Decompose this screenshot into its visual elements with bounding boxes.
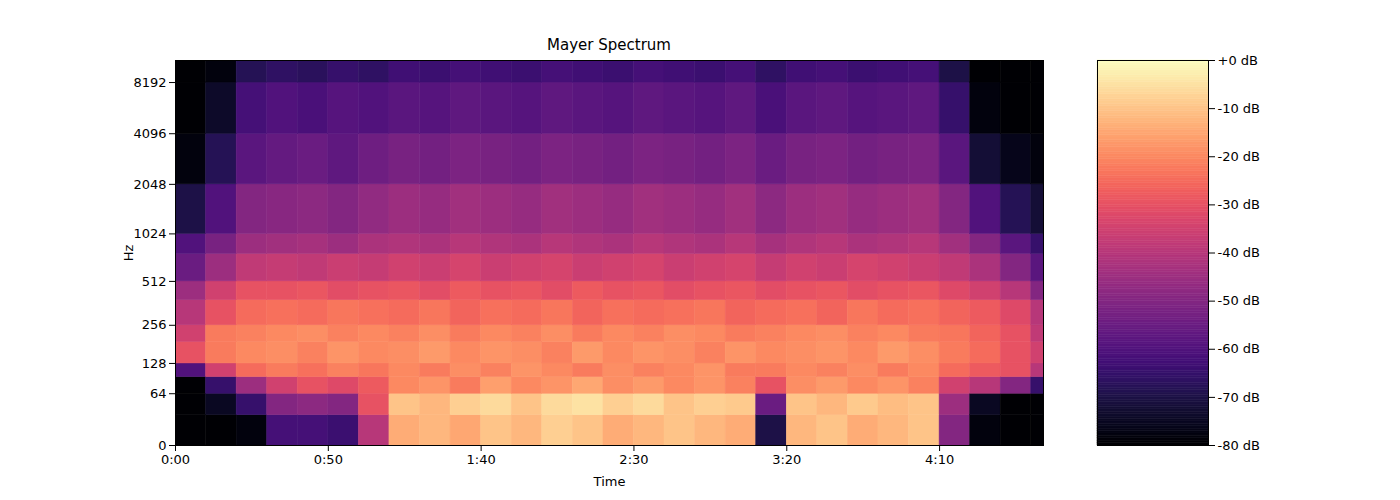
svg-text:0: 0 — [158, 438, 166, 453]
svg-text:0:50: 0:50 — [314, 452, 343, 467]
svg-text:128: 128 — [142, 356, 167, 371]
svg-text:1024: 1024 — [133, 226, 166, 241]
svg-text:Time: Time — [593, 474, 626, 489]
html-text:Mayer Spectrum: Mayer Spectrum — [547, 36, 671, 54]
svg-text:-70 dB: -70 dB — [1218, 390, 1261, 405]
svg-text:-10 dB: -10 dB — [1218, 101, 1261, 116]
svg-text:0:00: 0:00 — [161, 452, 190, 467]
svg-text:3:20: 3:20 — [772, 452, 801, 467]
svg-text:1:40: 1:40 — [467, 452, 496, 467]
svg-text:Hz: Hz — [121, 245, 136, 262]
svg-text:512: 512 — [142, 274, 167, 289]
svg-text:8192: 8192 — [133, 75, 166, 90]
svg-text:+0 dB: +0 dB — [1218, 53, 1258, 68]
svg-text:2048: 2048 — [133, 177, 166, 192]
svg-text:256: 256 — [142, 317, 167, 332]
svg-text:-40 dB: -40 dB — [1218, 245, 1261, 260]
svg-text:4:10: 4:10 — [925, 452, 954, 467]
svg-text:64: 64 — [150, 386, 167, 401]
svg-text:2:30: 2:30 — [619, 452, 648, 467]
svg-text:-80 dB: -80 dB — [1218, 438, 1261, 453]
svg-text:-50 dB: -50 dB — [1218, 293, 1261, 308]
svg-text:-60 dB: -60 dB — [1218, 341, 1261, 356]
svg-text:4096: 4096 — [133, 126, 166, 141]
svg-text:-30 dB: -30 dB — [1218, 197, 1261, 212]
svg-text:-20 dB: -20 dB — [1218, 149, 1261, 164]
